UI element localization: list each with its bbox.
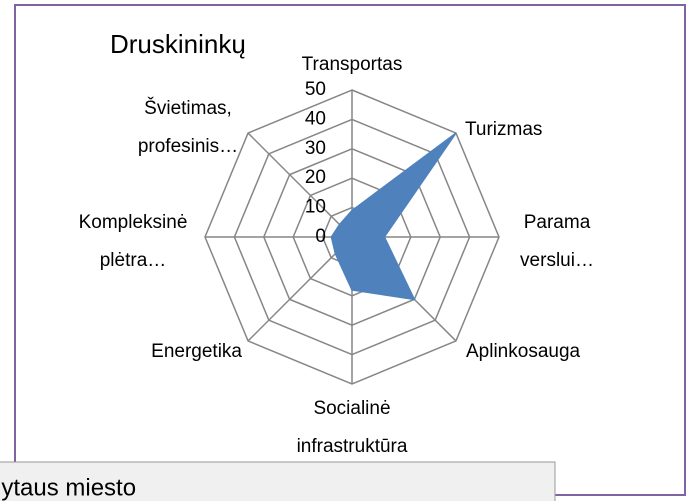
plot: 0 10 20 30 40 50 Transportas Turizmas Parama vers… (79, 54, 594, 457)
tick-label: 0 (315, 226, 326, 247)
tick-label: 10 (305, 197, 326, 218)
tooltip-box (0, 461, 556, 501)
tick-label: 30 (305, 138, 326, 159)
tick-label: 40 (305, 108, 326, 129)
tick-label: 20 (305, 167, 326, 188)
spoke (247, 132, 353, 238)
category-label: Švietimas, profesinis… (138, 97, 238, 157)
category-label: Parama verslui… (520, 212, 594, 271)
category-label: Turizmas (465, 119, 542, 140)
tooltip-text: lytaus miesto (0, 474, 136, 501)
category-label: Aplinkosauga (466, 341, 581, 362)
category-label: Kompleksinė plėtra… (79, 212, 188, 271)
spoke (247, 236, 353, 342)
tick-label: 50 (305, 79, 326, 100)
series-area (330, 132, 457, 301)
category-label: Socialinė infrastruktūra (297, 398, 408, 457)
category-label: Energetika (151, 341, 242, 362)
category-label: Transportas (302, 54, 403, 75)
chart-title: Druskininkų (110, 29, 246, 59)
